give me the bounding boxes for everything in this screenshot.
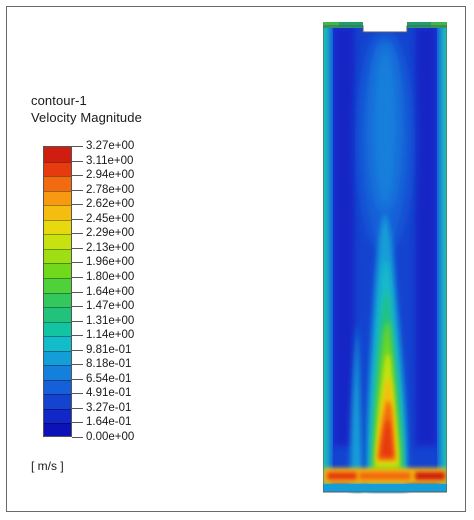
legend-tick-label: 3.27e+00 (86, 140, 135, 152)
legend-tick-label: 6.54e-01 (86, 372, 132, 385)
units-label: [ m/s ] (31, 459, 64, 473)
legend-color-band (44, 161, 71, 177)
legend-tick-label: 2.29e+00 (86, 227, 135, 240)
legend-color-band (44, 307, 71, 323)
legend-tick-mark (72, 437, 83, 438)
legend-color-band (44, 263, 71, 279)
legend-tick-mark (72, 422, 83, 424)
legend-tick-mark (72, 320, 83, 322)
legend-tick-mark (72, 262, 83, 264)
legend-tick-label: 1.31e+00 (86, 314, 135, 327)
legend-tick-mark (72, 218, 83, 220)
legend-color-band (44, 394, 71, 410)
legend-tick-label: 1.64e+00 (86, 285, 135, 298)
contour-name: contour-1 (31, 93, 87, 108)
legend-tick-mark (72, 204, 83, 206)
legend-tick-mark (72, 247, 83, 249)
legend-tick-mark (72, 175, 83, 177)
legend-tick-mark (72, 393, 83, 395)
legend-tick-mark (72, 306, 83, 308)
legend-tick-label: 2.45e+00 (86, 212, 135, 225)
legend-tick-label: 1.96e+00 (86, 256, 135, 269)
legend-color-band (44, 277, 71, 293)
legend-tick-mark (72, 160, 83, 162)
legend-color-band (44, 248, 71, 264)
legend-tick-mark (72, 189, 83, 191)
legend-tick-mark (72, 407, 83, 409)
legend-tick-mark (72, 378, 83, 380)
legend-tick-label: 1.64e-01 (86, 416, 132, 429)
legend-color-band (44, 350, 71, 366)
legend-color-band (44, 234, 71, 250)
legend-tick-mark (72, 146, 83, 147)
legend-tick-mark (72, 335, 83, 337)
legend-tick-mark (72, 349, 83, 351)
legend-tick-label: 1.47e+00 (86, 300, 135, 313)
legend-color-band (44, 219, 71, 235)
legend-tick-label: 3.27e-01 (86, 401, 132, 414)
legend-color-band (44, 379, 71, 395)
velocity-contour-field (323, 22, 447, 493)
color-legend-bar (43, 146, 72, 437)
legend-tick-mark (72, 364, 83, 366)
legend-tick-label: 2.13e+00 (86, 241, 135, 254)
legend-color-band (44, 321, 71, 337)
legend-tick-label: 8.18e-01 (86, 358, 132, 371)
contour-plot-frame: contour-1 Velocity Magnitude 3.27e+00 3.1… (6, 6, 466, 512)
legend-color-band (44, 408, 71, 424)
legend-tick-mark (72, 291, 83, 293)
legend-tick-label: 9.81e-01 (86, 343, 132, 356)
legend-color-band (44, 423, 71, 436)
legend-tick-mark (72, 233, 83, 235)
legend-tick-label: 2.62e+00 (86, 198, 135, 211)
legend-color-band (44, 365, 71, 381)
legend-color-band (44, 292, 71, 308)
legend-tick-label: 3.11e+00 (86, 154, 134, 167)
legend-tick-label: 0.00e+00 (86, 431, 135, 443)
legend-tick-label: 2.78e+00 (86, 183, 135, 196)
legend-tick-label: 4.91e-01 (86, 387, 132, 400)
variable-name: Velocity Magnitude (31, 110, 142, 125)
legend-color-band (44, 336, 71, 352)
legend-color-band (44, 190, 71, 206)
legend-color-band (44, 176, 71, 192)
legend-tick-mark (72, 276, 83, 278)
legend-tick-label: 2.94e+00 (86, 169, 135, 182)
legend-color-band (44, 205, 71, 221)
legend-color-band (44, 147, 71, 163)
legend-tick-label: 1.80e+00 (86, 270, 135, 283)
legend-tick-label: 1.14e+00 (86, 329, 135, 342)
